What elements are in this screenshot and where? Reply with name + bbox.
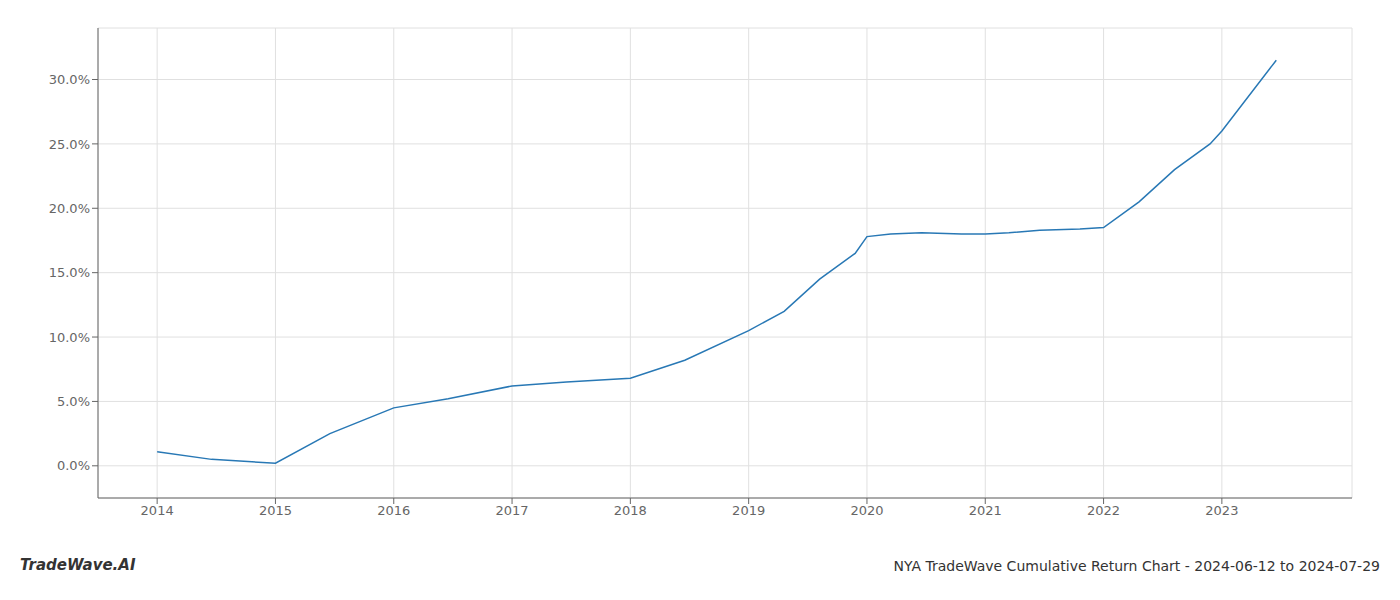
svg-text:0.0%: 0.0% [57, 458, 90, 473]
svg-text:10.0%: 10.0% [49, 330, 90, 345]
svg-text:2019: 2019 [732, 503, 765, 518]
svg-text:2022: 2022 [1087, 503, 1120, 518]
svg-text:2014: 2014 [141, 503, 174, 518]
svg-text:2023: 2023 [1205, 503, 1238, 518]
svg-text:20.0%: 20.0% [49, 201, 90, 216]
svg-text:5.0%: 5.0% [57, 394, 90, 409]
svg-text:2020: 2020 [850, 503, 883, 518]
html-text:TradeWave.AI: TradeWave.AI [20, 556, 136, 574]
svg-text:25.0%: 25.0% [49, 137, 90, 152]
svg-text:2015: 2015 [259, 503, 292, 518]
svg-text:2021: 2021 [969, 503, 1002, 518]
svg-text:2018: 2018 [614, 503, 647, 518]
html-text:NYA TradeWave Cumulative Retur: NYA TradeWave Cumulative Return Chart - … [893, 558, 1380, 574]
svg-text:2017: 2017 [496, 503, 529, 518]
svg-text:15.0%: 15.0% [49, 265, 90, 280]
svg-text:2016: 2016 [377, 503, 410, 518]
svg-text:30.0%: 30.0% [49, 72, 90, 87]
